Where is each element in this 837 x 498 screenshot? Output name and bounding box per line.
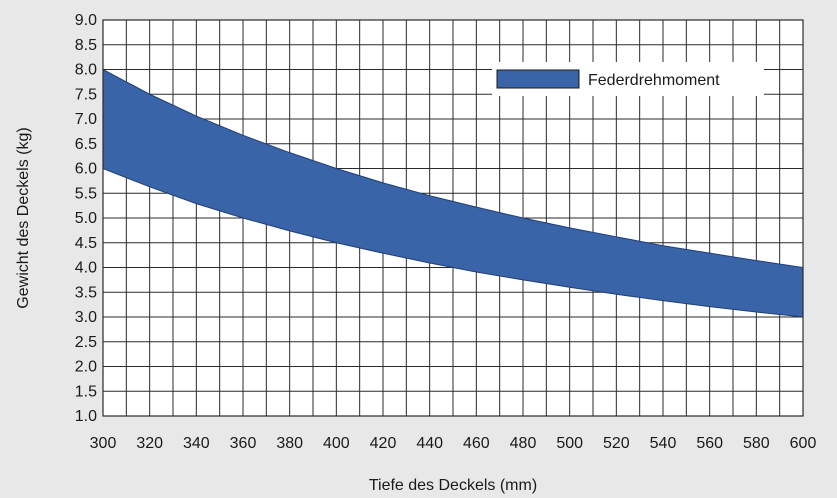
y-tick-label: 7.5 xyxy=(75,86,97,103)
x-tick-label: 340 xyxy=(183,435,210,452)
y-tick-label: 5.0 xyxy=(75,210,97,227)
x-tick-label: 540 xyxy=(650,435,677,452)
legend: Federdrehmoment xyxy=(492,62,764,96)
y-tick-label: 3.5 xyxy=(75,284,97,301)
y-tick-label: 7.0 xyxy=(75,111,97,128)
x-tick-label: 460 xyxy=(463,435,490,452)
x-tick-label: 520 xyxy=(603,435,630,452)
y-tick-label: 6.0 xyxy=(75,161,97,178)
x-tick-label: 360 xyxy=(230,435,257,452)
y-axis-title: Gewicht des Deckels (kg) xyxy=(15,127,32,308)
x-tick-label: 600 xyxy=(790,435,817,452)
x-tick-label: 560 xyxy=(696,435,723,452)
x-tick-label: 440 xyxy=(416,435,443,452)
x-tick-label: 380 xyxy=(276,435,303,452)
x-tick-label: 500 xyxy=(556,435,583,452)
legend-label: Federdrehmoment xyxy=(588,72,720,89)
x-tick-label: 300 xyxy=(90,435,117,452)
axes: 1.0 1.5 2.0 2.5 3.0 3.5 4.0 4.5 5.0 5.5 6.0 6.5 7.0 7… xyxy=(75,12,817,452)
legend-swatch xyxy=(496,69,580,89)
plot-border xyxy=(102,19,804,417)
x-tick-label: 580 xyxy=(743,435,770,452)
y-tick-label: 1.5 xyxy=(75,383,97,400)
y-tick-label: 4.5 xyxy=(75,235,97,252)
y-tick-label: 8.5 xyxy=(75,37,97,54)
y-tick-label: 8.0 xyxy=(75,62,97,79)
y-tick-label: 2.0 xyxy=(75,359,97,376)
y-tick-label: 1.0 xyxy=(75,408,97,425)
x-tick-label: 320 xyxy=(136,435,163,452)
x-tick-label: 400 xyxy=(323,435,350,452)
x-tick-label: 480 xyxy=(510,435,537,452)
y-tick-label: 9.0 xyxy=(75,12,97,29)
y-tick-label: 2.5 xyxy=(75,334,97,351)
y-tick-label: 5.5 xyxy=(75,185,97,202)
y-tick-label: 6.5 xyxy=(75,136,97,153)
y-tick-label: 3.0 xyxy=(75,309,97,326)
x-tick-label: 420 xyxy=(370,435,397,452)
x-axis-title: Tiefe des Deckels (mm) xyxy=(369,477,537,494)
y-tick-label: 4.0 xyxy=(75,260,97,277)
